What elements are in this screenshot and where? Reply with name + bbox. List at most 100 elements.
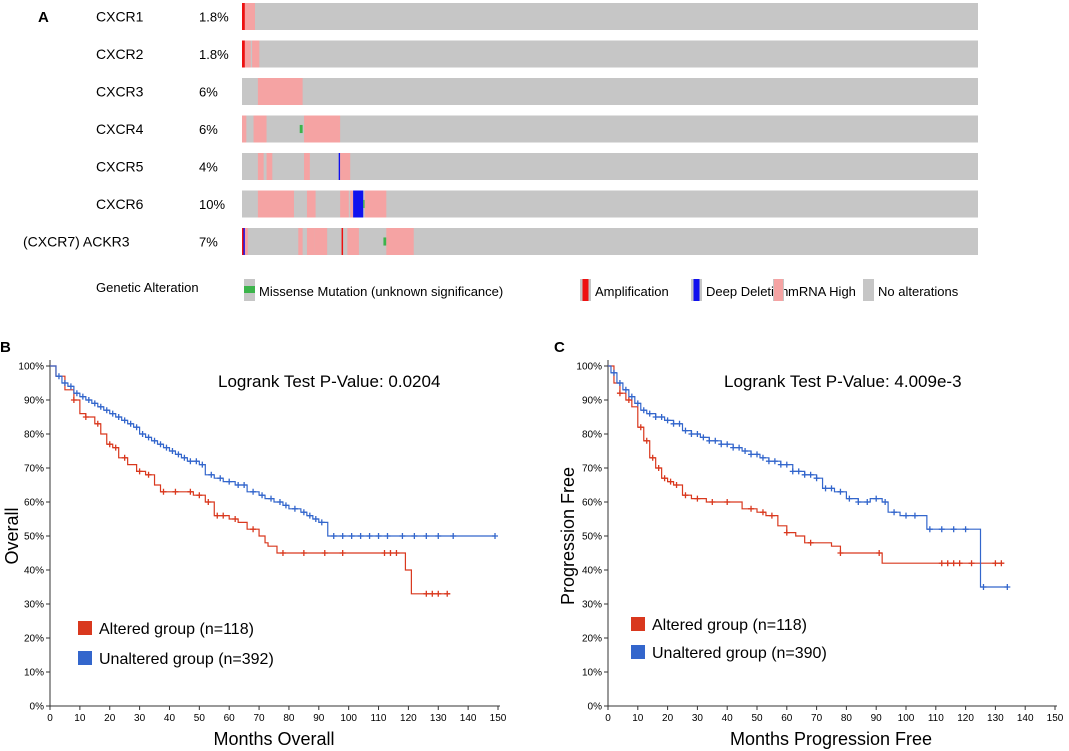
censor-mark-unaltered-overall — [423, 533, 430, 539]
legend-swatch-bg-no-alteration — [863, 279, 874, 301]
x-tick-label-overall: 0 — [47, 713, 53, 724]
logrank-annotation-progression: Logrank Test P-Value: 4.009e-3 — [724, 372, 962, 391]
censor-mark-unaltered-progression — [950, 526, 957, 533]
x-tick-label-overall: 30 — [134, 713, 146, 724]
gene-label-cxcr7-ackr3: (CXCR7) ACKR3 — [23, 234, 130, 250]
y-tick-label-overall: 10% — [24, 668, 44, 679]
censor-mark-altered-progression — [876, 550, 883, 556]
censor-mark-altered-progression — [616, 390, 623, 397]
legend-overall: Altered group (n=118) Unaltered group (n… — [78, 621, 274, 668]
censor-mark-unaltered-progression — [837, 488, 844, 495]
censor-mark-unaltered-progression — [712, 437, 719, 444]
censor-mark-altered-progression — [944, 560, 951, 567]
alteration-mrna-high — [298, 228, 303, 255]
censor-mark-altered-progression — [783, 529, 790, 536]
censor-mark-altered-overall — [423, 590, 430, 597]
gene-percent-cxcr7-ackr3: 7% — [199, 235, 218, 250]
y-axis-label-progression: Progression Free — [558, 467, 578, 605]
x-tick-label-progression: 70 — [811, 713, 823, 724]
censor-mark-unaltered-progression — [682, 427, 689, 434]
x-tick-label-overall: 90 — [313, 713, 325, 724]
censor-mark-unaltered-overall — [127, 420, 134, 427]
x-tick-label-progression: 100 — [898, 713, 915, 724]
censor-mark-unaltered-progression — [822, 485, 829, 492]
x-tick-label-progression: 0 — [605, 713, 611, 724]
gene-label-cxcr5: CXCR5 — [96, 159, 144, 175]
panel-label-b: B — [0, 339, 11, 356]
x-tick-label-overall: 110 — [371, 713, 387, 724]
censor-mark-unaltered-overall — [399, 533, 406, 539]
censor-mark-unaltered-overall — [199, 461, 206, 468]
censor-mark-unaltered-overall — [85, 397, 92, 403]
censor-mark-unaltered-overall — [291, 505, 298, 512]
censor-mark-unaltered-overall — [259, 492, 266, 499]
censor-mark-unaltered-progression — [616, 380, 623, 386]
censor-mark-unaltered-progression — [980, 584, 987, 590]
km-overall-plot: 0% 10% 20% 30% 40% 50% 60% 70% 80% 90% 100% 0 10 20 30… — [18, 360, 507, 724]
x-tick-label-overall: 130 — [430, 713, 447, 724]
x-tick-label-progression: 120 — [957, 713, 974, 724]
legend-label-amplification: Amplification — [595, 284, 669, 299]
censor-mark-unaltered-overall — [384, 533, 391, 539]
censor-mark-unaltered-overall — [115, 414, 122, 420]
censor-mark-unaltered-progression — [855, 499, 862, 505]
censor-mark-unaltered-overall — [492, 533, 499, 539]
censor-mark-unaltered-progression — [730, 444, 737, 451]
alteration-missense — [383, 237, 387, 246]
oncoprint-panel: A CXCR1 1.8% CXCR2 1.8% CXCR3 6% CXCR4 6% CXCR5 4… — [23, 3, 978, 301]
censor-mark-altered-progression — [759, 509, 766, 516]
alteration-mrna-high — [347, 228, 359, 255]
censor-mark-unaltered-progression — [664, 417, 671, 424]
censor-mark-unaltered-overall — [181, 454, 188, 461]
y-tick-label-overall: 20% — [24, 634, 44, 645]
y-tick-label-overall: 40% — [24, 566, 44, 577]
censor-mark-unaltered-progression — [807, 471, 814, 478]
x-tick-label-progression: 80 — [841, 713, 853, 724]
survival-curve-altered-overall — [50, 365, 451, 595]
censor-mark-unaltered-overall — [61, 380, 68, 386]
censor-mark-altered-progression — [655, 465, 662, 471]
censor-mark-unaltered-progression — [694, 431, 701, 437]
x-tick-label-overall: 100 — [340, 713, 357, 724]
censor-mark-altered-progression — [748, 505, 755, 512]
alteration-deep-deletion — [243, 228, 245, 255]
censor-mark-unaltered-overall — [235, 482, 242, 488]
gene-track-cxcr7-ackr3 — [242, 228, 978, 255]
censor-mark-altered-overall — [106, 441, 113, 448]
x-tick-label-overall: 50 — [194, 713, 206, 724]
censor-mark-unaltered-progression — [634, 400, 641, 407]
oncoprint-legend: Genetic Alteration Missense Mutation (un… — [96, 279, 959, 301]
y-tick-label-overall: 70% — [24, 464, 44, 475]
censor-mark-unaltered-progression — [864, 499, 871, 505]
alteration-mrna-high — [340, 153, 351, 180]
x-tick-label-progression: 150 — [1047, 713, 1064, 724]
x-tick-label-progression: 40 — [722, 713, 734, 724]
censor-mark-altered-overall — [82, 414, 89, 420]
censor-mark-altered-overall — [112, 444, 119, 451]
gene-track-cxcr3 — [242, 78, 978, 105]
censor-mark-unaltered-progression — [610, 369, 617, 376]
alteration-amplification — [242, 40, 245, 68]
x-tick-label-overall: 120 — [400, 713, 417, 724]
censor-mark-unaltered-progression — [926, 526, 933, 533]
censor-mark-unaltered-progression — [962, 526, 969, 533]
x-axis-label-progression: Months Progression Free — [730, 729, 932, 749]
gene-percent-cxcr2: 1.8% — [199, 47, 229, 62]
censor-mark-altered-progression — [938, 560, 945, 567]
gene-percent-cxcr3: 6% — [199, 85, 218, 100]
alteration-mrna-high — [242, 115, 247, 143]
censor-mark-unaltered-progression — [813, 475, 820, 482]
censor-mark-unaltered-overall — [169, 448, 176, 454]
censor-mark-unaltered-overall — [411, 533, 418, 539]
censor-mark-altered-overall — [196, 492, 203, 499]
alteration-amplification — [341, 228, 344, 255]
legend-title: Genetic Alteration — [96, 280, 199, 295]
alteration-mrna-high — [257, 78, 303, 105]
censor-mark-altered-overall — [205, 499, 212, 505]
alteration-mrna-high — [306, 228, 315, 255]
censor-mark-altered-overall — [444, 590, 451, 597]
legend-label-deep-deletion: Deep Deletion — [706, 284, 788, 299]
censor-mark-altered-progression — [724, 499, 731, 505]
censor-mark-unaltered-overall — [103, 407, 110, 414]
